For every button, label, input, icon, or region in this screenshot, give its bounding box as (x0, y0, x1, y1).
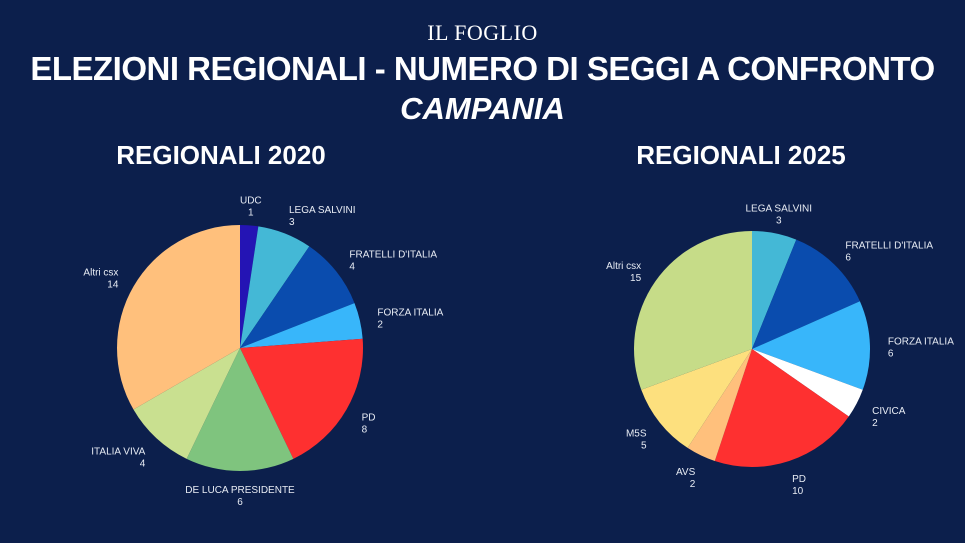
pie-slice-1-2 (752, 301, 871, 390)
data-label-category: Altri csx (83, 268, 118, 279)
data-label-category: AVS (676, 467, 696, 478)
data-label-category: FORZA ITALIA (888, 337, 954, 348)
pie-slice-0-1 (240, 226, 310, 348)
pie-slice-1-7 (634, 231, 752, 390)
pie-slice-0-5 (186, 348, 294, 471)
data-label-category: PD (362, 413, 376, 424)
data-label-category: UDC (240, 195, 262, 206)
data-label-category: LEGA SALVINI (289, 205, 356, 216)
data-label-value: 8 (362, 425, 368, 436)
page-title: ELEZIONI REGIONALI - NUMERO DI SEGGI A C… (30, 50, 935, 87)
pie-slice-1-3 (752, 349, 863, 417)
data-label-category: M5S (626, 428, 647, 439)
data-label-category: FRATELLI D'ITALIA (845, 240, 933, 251)
pie-slice-0-4 (240, 338, 363, 459)
data-label-value: 15 (630, 273, 642, 284)
pie-slice-0-2 (240, 246, 355, 348)
data-label-category: CIVICA (872, 406, 906, 417)
pie-slice-1-6 (641, 349, 752, 448)
pie-slice-0-3 (240, 303, 363, 348)
pie-slice-1-4 (714, 349, 849, 467)
pie-slice-0-0 (240, 225, 259, 348)
pie-slice-0-6 (133, 348, 240, 459)
page-subtitle: CAMPANIA (400, 91, 565, 126)
data-label-value: 6 (845, 252, 851, 263)
data-label-value: 2 (872, 418, 878, 429)
data-label-category: DE LUCA PRESIDENTE (185, 485, 295, 496)
data-label-category: FORZA ITALIA (377, 308, 443, 319)
pie-slice-1-0 (752, 231, 797, 349)
data-label-value: 4 (349, 262, 355, 273)
data-label-value: 1 (248, 207, 254, 218)
data-label-value: 5 (641, 440, 647, 451)
data-label-category: PD (792, 474, 806, 485)
chart-title-2020: REGIONALI 2020 (116, 140, 326, 170)
data-label-category: FRATELLI D'ITALIA (349, 250, 437, 261)
data-label-value: 10 (792, 486, 804, 497)
pie-slice-0-7 (117, 225, 240, 410)
data-label-value: 3 (289, 217, 295, 228)
data-label-value: 4 (140, 458, 146, 469)
data-label-value: 2 (377, 320, 383, 331)
logo: IL FOGLIO (427, 20, 538, 45)
data-label-value: 2 (690, 479, 696, 490)
data-label-category: LEGA SALVINI (746, 204, 813, 215)
pie-slice-1-1 (752, 239, 860, 349)
data-label-category: Altri csx (606, 261, 641, 272)
data-label-value: 6 (237, 497, 243, 508)
data-label-value: 14 (107, 280, 119, 291)
data-label-category: ITALIA VIVA (91, 446, 145, 457)
chart-title-2025: REGIONALI 2025 (636, 140, 846, 170)
data-label-value: 3 (776, 216, 782, 227)
data-label-value: 6 (888, 349, 894, 360)
pie-slice-1-5 (687, 349, 752, 461)
